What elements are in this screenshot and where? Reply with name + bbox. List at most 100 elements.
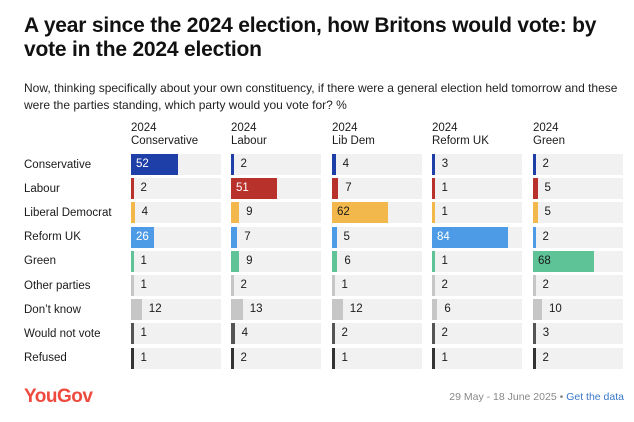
row-label: Conservative [24, 158, 92, 171]
chart-subtitle: Now, thinking specifically about your ow… [24, 81, 618, 112]
cell-background [332, 250, 422, 272]
data-bar [131, 202, 135, 224]
row-label: Other parties [24, 279, 91, 292]
cell-background [332, 323, 422, 345]
data-bar [332, 347, 335, 369]
data-bar [131, 299, 142, 321]
data-bar [332, 275, 335, 296]
data-label: 9 [246, 206, 253, 219]
data-bar [332, 299, 343, 321]
cell-background [432, 347, 522, 369]
data-label: 4 [241, 327, 248, 340]
data-label: 1 [441, 182, 448, 195]
row-label: Green [24, 255, 56, 268]
data-bar [231, 202, 240, 224]
data-label: 2 [542, 351, 549, 364]
cell-background [231, 347, 321, 369]
data-label: 4 [141, 206, 148, 219]
cell-background [432, 154, 522, 175]
data-bar [131, 275, 134, 296]
column-header-year: 2024 [432, 122, 458, 134]
data-bar [131, 347, 134, 369]
column-header-party: Labour [231, 135, 267, 147]
row-label: Reform UK [24, 231, 81, 244]
data-bar [332, 178, 339, 200]
data-bar [231, 275, 234, 296]
cell-background [131, 178, 221, 200]
data-bar [231, 250, 240, 272]
data-bar [533, 226, 536, 248]
column-header-conservative: 2024 Conservative [131, 122, 198, 148]
data-label: 1 [441, 254, 448, 267]
cell-background [432, 323, 522, 345]
data-bar [131, 323, 134, 345]
data-bar [432, 178, 435, 200]
row-label: Refused [24, 352, 67, 365]
data-bar [332, 226, 337, 248]
fieldwork-dates: 29 May - 18 June 2025 [449, 391, 557, 403]
cell-background [432, 275, 522, 296]
column-header-year: 2024 [131, 122, 157, 134]
data-label: 5 [343, 230, 350, 243]
cell-background [332, 154, 422, 175]
cell-background [332, 226, 422, 248]
get-the-data-link[interactable]: Get the data [566, 391, 624, 403]
data-label: 7 [244, 230, 251, 243]
data-label: 6 [344, 254, 351, 267]
cell-background [533, 202, 623, 224]
data-bar [231, 347, 234, 369]
data-bar [231, 299, 243, 321]
data-label: 1 [341, 351, 348, 364]
row-label: Liberal Democrat [24, 206, 112, 219]
data-label: 84 [437, 230, 450, 243]
data-label: 9 [246, 254, 253, 267]
data-bar [432, 275, 435, 296]
column-header-labour: 2024 Labour [231, 122, 267, 148]
data-bar [533, 178, 538, 200]
cell-background [131, 299, 221, 321]
data-label: 1 [140, 351, 147, 364]
cell-background [533, 299, 623, 321]
cell-background [533, 275, 623, 296]
column-header-year: 2024 [231, 122, 257, 134]
data-bar [533, 347, 536, 369]
data-label: 2 [240, 351, 247, 364]
row-label: Don’t know [24, 303, 81, 316]
cell-background [231, 299, 321, 321]
row-label: Labour [24, 182, 60, 195]
data-bar [533, 202, 538, 224]
data-bar [131, 226, 155, 248]
column-header-party: Reform UK [432, 135, 489, 147]
column-header-year: 2024 [332, 122, 358, 134]
data-bar [231, 323, 235, 345]
data-label: 3 [441, 158, 449, 170]
data-bar [231, 154, 234, 175]
column-header-party: Conservative [131, 135, 199, 147]
data-label: 2 [240, 279, 247, 291]
data-label: 26 [136, 230, 149, 243]
cell-background [332, 347, 422, 369]
data-label: 2 [240, 158, 247, 170]
data-bar [332, 154, 336, 175]
data-label: 2 [542, 158, 549, 170]
cell-background [332, 299, 422, 321]
data-bar [231, 178, 277, 200]
data-bar [432, 250, 435, 272]
cell-background [432, 250, 522, 272]
data-label: 1 [341, 279, 348, 291]
data-label: 68 [538, 254, 551, 267]
row-label: Would not vote [24, 327, 101, 340]
cell-background [231, 250, 321, 272]
data-label: 13 [249, 303, 263, 316]
cell-background [131, 275, 221, 296]
data-label: 5 [544, 182, 551, 195]
data-label: 12 [148, 303, 162, 316]
data-label: 2 [441, 279, 448, 291]
data-bar [533, 323, 536, 345]
data-label: 1 [140, 254, 147, 267]
data-bar [533, 154, 536, 175]
data-label: 4 [342, 158, 349, 170]
data-label: 2 [441, 327, 448, 340]
data-label: 1 [441, 206, 448, 219]
yougov-logo: YouGov [24, 386, 93, 407]
